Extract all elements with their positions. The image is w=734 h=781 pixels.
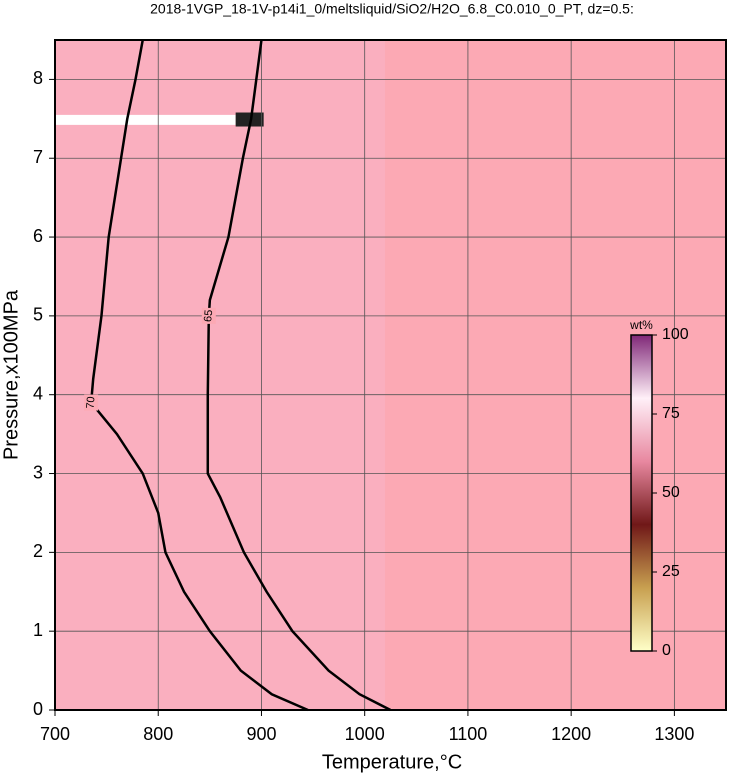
chart-title: 2018-1VGP_18-1V-p14i1_0/meltsliquid/SiO2… — [150, 1, 634, 17]
melt-region — [55, 40, 385, 710]
x-tick-label: 800 — [143, 724, 173, 744]
y-tick-label: 0 — [33, 699, 43, 719]
colorbar-label: wt% — [629, 318, 653, 332]
x-tick-label: 1300 — [654, 724, 694, 744]
colorbar-tick-label: 0 — [662, 642, 671, 659]
y-tick-label: 4 — [33, 383, 43, 403]
data-gap-edge — [235, 112, 264, 127]
colorbar-tick-label: 100 — [662, 326, 689, 343]
x-tick-label: 1100 — [449, 724, 488, 744]
colorbar-tick-label: 25 — [662, 563, 680, 580]
contour-label: 65 — [202, 309, 215, 322]
contour-label-bg — [201, 307, 216, 324]
x-tick-label: 1200 — [551, 724, 591, 744]
contour-line — [206, 39, 392, 712]
y-tick-label: 7 — [33, 147, 43, 167]
x-tick-label: 900 — [246, 724, 276, 744]
y-tick-label: 1 — [33, 620, 43, 640]
y-tick-label: 8 — [33, 68, 43, 88]
contour-label: 70 — [85, 396, 98, 409]
plot-frame — [54, 39, 727, 711]
contour-line — [89, 39, 309, 712]
y-tick-label: 3 — [33, 462, 43, 482]
x-tick-label: 1000 — [345, 724, 385, 744]
colorbar — [630, 334, 653, 652]
y-tick-label: 6 — [33, 226, 43, 246]
x-tick-label: 700 — [40, 724, 70, 744]
contour-label-bg — [84, 394, 99, 411]
colorbar-tick-label: 50 — [662, 484, 680, 501]
y-tick-label: 2 — [33, 541, 43, 561]
x-axis-label: Temperature,°C — [322, 751, 462, 773]
y-tick-label: 5 — [33, 305, 43, 325]
data-gap — [55, 114, 236, 125]
colorbar-tick-label: 75 — [662, 405, 680, 422]
y-axis-label: Pressure,x100MPa — [0, 289, 22, 460]
